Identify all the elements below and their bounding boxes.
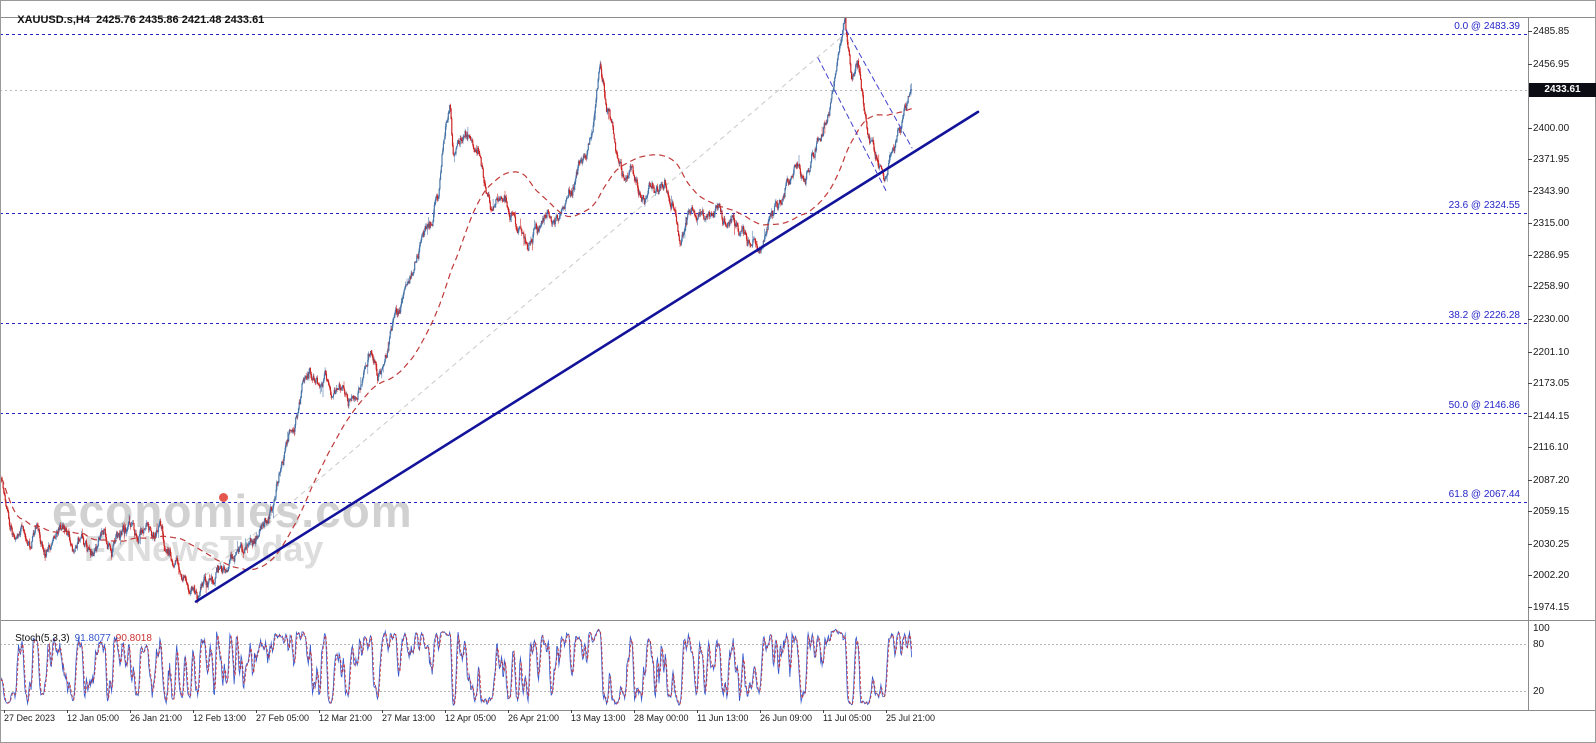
- symbol-ohlc-info: XAUUSD.s,H4 2425.76 2435.86 2421.48 2433…: [5, 2, 264, 38]
- time-axis-label: 13 May 13:00: [571, 713, 626, 723]
- price-tick-label: 2230.00: [1533, 314, 1570, 325]
- price-tick-label: 2456.95: [1533, 58, 1570, 70]
- price-tick-label: 1974.15: [1533, 602, 1570, 613]
- time-axis-label: 12 Mar 21:00: [319, 713, 373, 723]
- price-tick-label: 2116.10: [1533, 442, 1569, 454]
- time-axis-label: 26 Jan 21:00: [130, 713, 183, 723]
- price-tick-label: 2371.95: [1533, 154, 1570, 166]
- time-axis-label: 12 Feb 13:00: [193, 713, 247, 723]
- stoch-indicator-label: Stoch(5,3,3) 91.8077 90.8018: [4, 622, 152, 655]
- stoch-level-label: 80: [1533, 638, 1545, 650]
- price-tick-label: 2144.15: [1533, 410, 1570, 422]
- stoch-level-label: 20: [1533, 686, 1545, 698]
- stoch-k-value: 91.8077: [74, 633, 111, 644]
- price-tick-label: 2087.20: [1533, 474, 1570, 486]
- price-tick-label: 2201.10: [1533, 346, 1570, 358]
- time-axis-label: 11 Jun 13:00: [697, 713, 749, 723]
- symbol-ohlc-text: XAUUSD.s,H4 2425.76 2435.86 2421.48 2433…: [17, 14, 265, 26]
- time-axis-label: 12 Jan 05:00: [67, 713, 120, 723]
- price-tick-label: 2002.20: [1533, 570, 1570, 582]
- price-axis[interactable]: 2485.85 2456.95 2400.00 2371.95 2343.90 2315.…: [1529, 17, 1596, 710]
- time-axis-label: 28 May 00:00: [634, 713, 689, 723]
- time-axis-label: 27 Feb 05:00: [256, 713, 310, 723]
- price-tick-label: 2400.00: [1533, 122, 1570, 134]
- time-axis-label: 27 Dec 2023: [4, 713, 56, 723]
- stoch-level-label: 100: [1533, 623, 1550, 634]
- time-axis-label: 11 Jul 05:00: [823, 713, 872, 723]
- price-tick-label: 2173.05: [1533, 378, 1570, 390]
- time-axis-label: 25 Jul 21:00: [886, 713, 936, 723]
- time-axis-label: 26 Jun 09:00: [760, 713, 813, 723]
- current-price-badge: 2433.61: [1529, 82, 1596, 97]
- price-tick-label: 2059.15: [1533, 506, 1570, 518]
- time-axis-label: 27 Mar 13:00: [382, 713, 436, 723]
- stoch-d-value: 90.8018: [115, 633, 152, 644]
- time-axis-label: 26 Apr 21:00: [508, 713, 560, 723]
- stoch-indicator-name: Stoch(5,3,3): [15, 633, 70, 644]
- price-tick-label: 2258.90: [1533, 281, 1570, 293]
- price-tick-label: 2286.95: [1533, 249, 1570, 261]
- price-tick-label: 2315.00: [1533, 218, 1570, 230]
- price-tick-label: 2485.85: [1533, 26, 1570, 37]
- price-tick-label: 2343.90: [1533, 185, 1570, 197]
- time-axis-label: 12 Apr 05:00: [445, 713, 497, 723]
- price-tick-label: 2030.25: [1533, 538, 1570, 550]
- time-axis[interactable]: 27 Dec 2023 12 Jan 05:00 26 Jan 21:00 12 Fe…: [0, 710, 1596, 743]
